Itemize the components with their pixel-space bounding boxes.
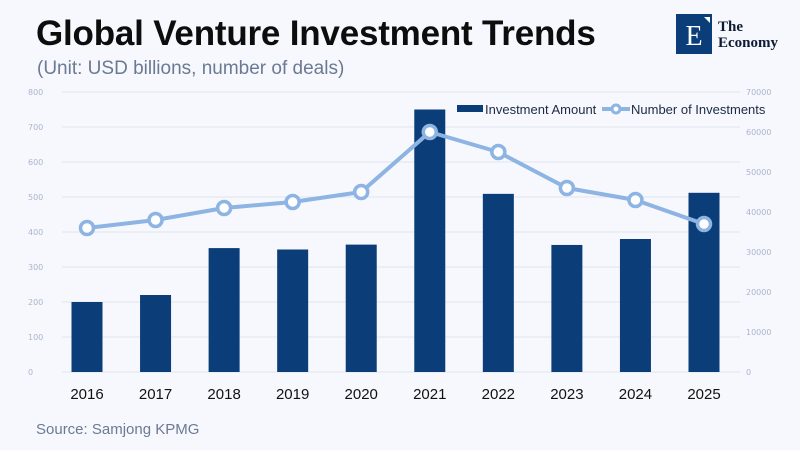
svg-text:E: E: [685, 21, 702, 52]
left-axis-tick: 100: [28, 333, 43, 342]
left-axis-tick: 0: [28, 368, 33, 377]
x-axis-tick: 2025: [687, 386, 720, 403]
point-2025: [695, 215, 713, 233]
chart-subtitle: (Unit: USD billions, number of deals): [37, 58, 345, 79]
bar-2017: [140, 295, 172, 372]
left-axis-tick: 800: [28, 88, 43, 97]
right-axis-tick: 0: [746, 368, 751, 377]
x-axis-tick: 2024: [619, 386, 652, 403]
right-axis-tick: 60000: [746, 128, 771, 137]
legend-number-of-investments: Number of Investments: [631, 102, 766, 117]
x-axis-tick: 2023: [550, 386, 583, 403]
x-axis-tick: 2020: [345, 386, 378, 403]
point-2023: [558, 179, 576, 197]
bar-2019: [277, 249, 309, 372]
point-2019: [284, 193, 301, 211]
x-axis-tick: 2021: [413, 386, 446, 403]
left-axis-tick: 200: [28, 298, 43, 307]
left-axis-tick: 400: [28, 228, 43, 237]
investments-line: [86, 130, 705, 230]
left-axis-tick: 300: [28, 263, 43, 272]
left-axis-tick: 700: [28, 123, 43, 132]
source-note: Source: Samjong KPMG: [36, 421, 200, 438]
right-axis-tick: 50000: [746, 168, 771, 177]
right-axis-tick: 10000: [746, 328, 771, 337]
bar-2023: [551, 244, 583, 372]
x-axis-tick: 2016: [70, 386, 103, 403]
x-axis-tick: 2017: [139, 386, 172, 403]
bar-2022: [482, 193, 514, 372]
bar-2021: [414, 109, 446, 372]
point-2017: [147, 211, 164, 229]
bar-2024: [619, 239, 651, 372]
right-axis-tick: 70000: [746, 88, 771, 97]
x-axis-tick: 2022: [482, 386, 515, 403]
x-axis-tick: 2018: [207, 386, 240, 403]
point-2022: [490, 143, 507, 161]
right-axis-tick: 40000: [746, 208, 771, 217]
chart-title: Global Venture Investment Trends: [36, 14, 596, 53]
bar-2018: [208, 248, 240, 372]
point-2018: [215, 199, 233, 217]
svg-text:Economy: Economy: [718, 35, 779, 51]
bar-2016: [71, 302, 103, 372]
point-2024: [627, 191, 644, 209]
the-economy-logo: E The Economy: [676, 14, 779, 54]
right-axis-tick: 30000: [746, 248, 771, 257]
left-axis-tick: 600: [28, 158, 43, 167]
point-2016: [78, 219, 96, 237]
left-axis-tick: 500: [28, 193, 43, 202]
point-2021: [421, 123, 439, 141]
legend: Investment Amount Number of Investments: [446, 97, 766, 121]
legend-bar-swatch: [457, 105, 483, 112]
x-axis-tick: 2019: [276, 386, 309, 403]
legend-investment-amount: Investment Amount: [485, 102, 597, 117]
svg-text:The: The: [718, 19, 743, 35]
point-2020: [352, 183, 370, 201]
bar-2020: [345, 244, 377, 372]
right-axis-tick: 20000: [746, 288, 771, 297]
